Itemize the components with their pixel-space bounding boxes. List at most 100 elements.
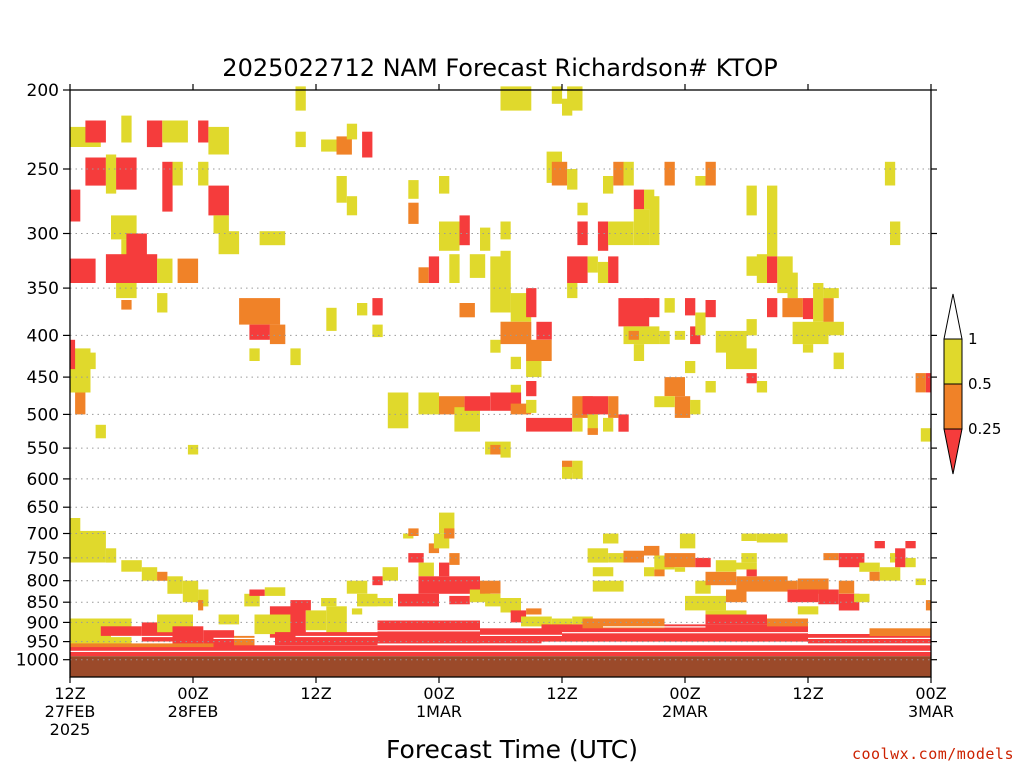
layer-gap bbox=[562, 632, 685, 634]
ri-cell bbox=[500, 250, 511, 283]
x-tick-label: 12Z bbox=[792, 684, 823, 703]
ri-cell bbox=[664, 298, 675, 313]
ri-cell bbox=[659, 330, 670, 345]
ri-cell bbox=[705, 381, 716, 393]
ri-cell bbox=[249, 589, 265, 596]
ri-cell bbox=[480, 580, 501, 594]
ri-cell bbox=[70, 258, 96, 283]
ri-cell bbox=[439, 512, 455, 534]
ri-cell bbox=[674, 330, 686, 340]
ri-cell bbox=[654, 396, 675, 408]
ri-cell bbox=[603, 417, 614, 432]
ri-cell bbox=[567, 256, 588, 283]
ri-cell bbox=[500, 221, 511, 240]
ri-cell bbox=[459, 215, 470, 246]
y-tick-label: 300 bbox=[27, 225, 59, 245]
ri-cell bbox=[408, 202, 419, 224]
ri-cell bbox=[838, 580, 855, 594]
y-axis: 200 250 300 350 400 450 500 550 600 650 700 750 8008… bbox=[16, 81, 937, 671]
ri-cell bbox=[244, 593, 260, 607]
ri-cell bbox=[767, 256, 778, 283]
ri-cell bbox=[925, 600, 931, 611]
x-tick-label: 2MAR bbox=[662, 702, 708, 721]
ri-cell bbox=[915, 373, 926, 393]
ri-cell bbox=[510, 293, 532, 322]
ri-cell bbox=[459, 303, 475, 318]
ri-cell bbox=[526, 288, 537, 318]
x-tick-label: 3MAR bbox=[908, 702, 954, 721]
ri-cell bbox=[746, 569, 757, 577]
ri-cell bbox=[526, 608, 542, 615]
ri-cell bbox=[685, 595, 726, 611]
ri-cell bbox=[782, 298, 803, 318]
ri-cell bbox=[116, 283, 137, 299]
ri-cell bbox=[925, 373, 931, 393]
ri-cell bbox=[695, 176, 706, 186]
ri-cell bbox=[469, 254, 486, 278]
ri-cell bbox=[490, 256, 501, 283]
legend-arrow-top bbox=[943, 293, 963, 340]
data-layer bbox=[70, 86, 932, 677]
ri-cell bbox=[526, 399, 537, 413]
y-tick-label: 850 bbox=[27, 593, 59, 613]
ri-cell bbox=[628, 330, 639, 340]
layer-gap bbox=[603, 626, 706, 628]
ri-cell bbox=[690, 326, 701, 345]
ri-cell bbox=[490, 444, 501, 455]
ri-cell bbox=[70, 189, 81, 222]
ri-cell bbox=[587, 256, 598, 273]
ri-cell bbox=[454, 407, 480, 432]
ri-cell bbox=[249, 324, 270, 340]
y-tick-label: 500 bbox=[27, 405, 59, 425]
ri-cell bbox=[905, 557, 916, 568]
ri-cell bbox=[198, 589, 209, 607]
ri-cell bbox=[408, 553, 424, 563]
ri-cell bbox=[418, 267, 429, 283]
ri-cell bbox=[736, 576, 788, 592]
legend-label: 0.5 bbox=[968, 375, 992, 393]
layer-gap bbox=[685, 632, 808, 634]
ri-cell bbox=[746, 185, 757, 216]
ri-cell bbox=[121, 115, 132, 143]
y-tick-label: 750 bbox=[27, 549, 59, 569]
x-tick-label: 12Z bbox=[300, 684, 331, 703]
ri-cell bbox=[70, 645, 931, 657]
x-axis-title: Forecast Time (UTC) bbox=[386, 735, 638, 764]
ri-cell bbox=[664, 553, 696, 568]
ri-cell bbox=[510, 384, 521, 400]
ri-cell bbox=[905, 541, 916, 549]
ri-cell bbox=[828, 321, 844, 336]
ri-cell bbox=[792, 321, 829, 345]
ri-cell bbox=[644, 545, 660, 556]
ri-cell bbox=[218, 231, 240, 255]
legend: 1 0.5 0.25 bbox=[943, 293, 1001, 475]
ri-cell bbox=[387, 392, 409, 429]
ri-cell bbox=[777, 580, 798, 590]
x-tick-label: 2025 bbox=[50, 720, 91, 739]
legend-label: 0.25 bbox=[968, 420, 1001, 438]
ri-cell bbox=[690, 399, 701, 415]
ri-cell bbox=[726, 589, 747, 603]
ri-cell bbox=[746, 319, 757, 336]
y-tick-label: 900 bbox=[27, 613, 59, 633]
ri-cell bbox=[674, 567, 686, 572]
ri-cell bbox=[403, 533, 414, 539]
ri-cell bbox=[372, 298, 383, 316]
x-tick-label: 00Z bbox=[669, 684, 700, 703]
ri-cell bbox=[654, 569, 665, 577]
ri-cell bbox=[756, 381, 768, 393]
ri-cell bbox=[526, 381, 537, 397]
ri-cell bbox=[587, 548, 609, 563]
ri-cell bbox=[85, 157, 106, 186]
ri-cell bbox=[623, 161, 634, 186]
ri-cell bbox=[562, 466, 573, 479]
ri-cell bbox=[526, 339, 552, 361]
ri-cell bbox=[920, 428, 932, 442]
ri-cell bbox=[172, 161, 183, 186]
ri-cell bbox=[633, 189, 645, 210]
ri-cell bbox=[464, 396, 491, 411]
ri-cell bbox=[705, 161, 716, 186]
ri-cell bbox=[603, 533, 619, 544]
ri-cell bbox=[428, 256, 440, 283]
